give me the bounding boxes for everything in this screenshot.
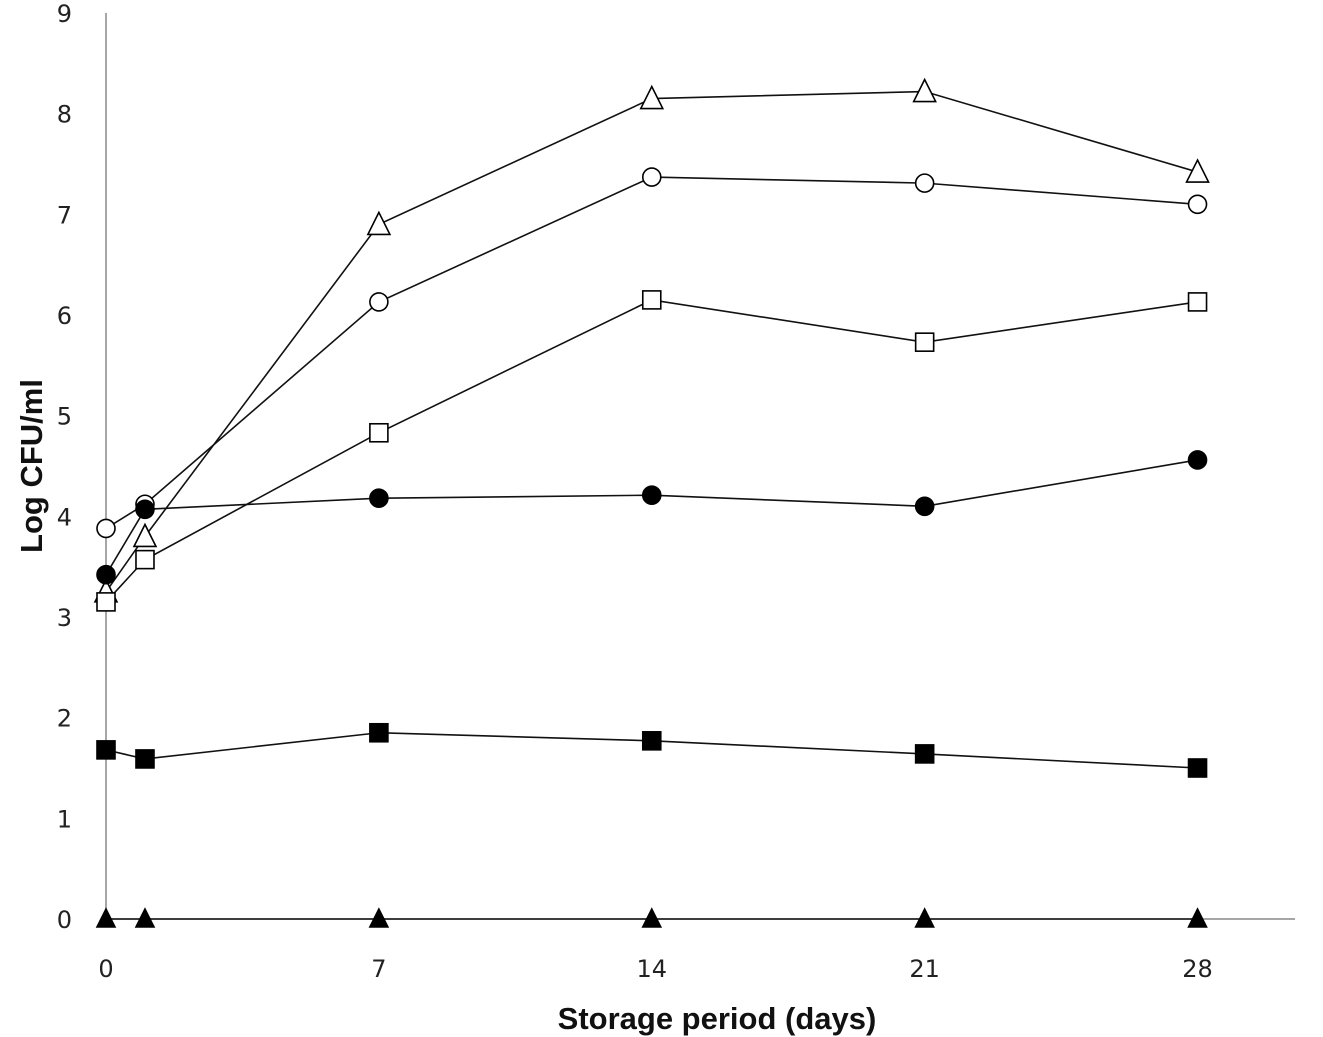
data-point	[641, 167, 662, 187]
series-layer	[93, 77, 1210, 928]
x-tick-label: 21	[909, 955, 940, 983]
y-tick-label: 8	[57, 101, 72, 129]
series-filled-triangle	[95, 907, 1208, 928]
data-point	[1187, 907, 1208, 928]
y-tick-label: 3	[57, 604, 72, 632]
data-point	[369, 722, 389, 743]
series-open-circle	[96, 167, 1208, 539]
data-point	[641, 907, 663, 928]
data-point	[641, 485, 662, 505]
series-filled-square	[96, 722, 1208, 778]
data-point	[914, 332, 935, 352]
y-tick-label: 1	[57, 805, 72, 833]
data-point	[641, 731, 662, 751]
data-point	[366, 210, 392, 236]
data-point	[96, 592, 116, 612]
data-point	[369, 292, 389, 312]
series-line	[105, 299, 1198, 603]
data-point	[135, 749, 155, 769]
data-point	[914, 744, 935, 764]
series-line	[105, 176, 1198, 530]
data-point	[914, 907, 935, 928]
data-point	[134, 907, 156, 928]
x-tick-label: 0	[98, 955, 113, 983]
data-point	[369, 422, 389, 443]
y-tick-label: 7	[57, 201, 72, 229]
data-point	[96, 740, 116, 760]
data-point	[135, 549, 155, 570]
y-axis-title: Log CFU/ml	[14, 379, 49, 553]
data-point	[96, 518, 116, 539]
data-point	[1187, 292, 1208, 312]
data-point	[1187, 194, 1208, 215]
data-point	[641, 290, 662, 310]
data-point	[369, 488, 389, 509]
data-point	[1187, 758, 1208, 778]
series-line	[105, 459, 1198, 576]
data-point	[135, 499, 155, 520]
x-axis-title: Storage period (days)	[558, 1001, 877, 1036]
data-point	[639, 84, 665, 110]
y-tick-label: 2	[57, 705, 72, 733]
series-filled-circle	[96, 450, 1208, 585]
series-line	[105, 90, 1198, 593]
x-tick-label: 28	[1182, 955, 1213, 983]
y-tick-label: 4	[57, 503, 72, 531]
data-point	[96, 564, 116, 585]
data-point	[914, 173, 935, 193]
data-point	[1185, 158, 1210, 183]
data-point	[95, 907, 117, 928]
data-point	[132, 522, 158, 548]
series-open-triangle	[93, 77, 1210, 603]
y-tick-label: 5	[57, 403, 72, 431]
y-tick-label: 9	[57, 0, 72, 28]
tick-labels: 0 1 2 3 4 5 6 7 8 9 0 7 14 21 28	[57, 0, 1213, 983]
x-tick-label: 14	[636, 955, 667, 983]
x-tick-label: 7	[371, 955, 386, 983]
data-point	[912, 77, 937, 103]
series-open-square	[96, 290, 1208, 612]
y-tick-label: 6	[57, 302, 72, 330]
y-tick-label: 0	[57, 906, 72, 934]
data-point	[1187, 450, 1208, 470]
data-point	[914, 496, 935, 517]
data-point	[368, 907, 390, 928]
